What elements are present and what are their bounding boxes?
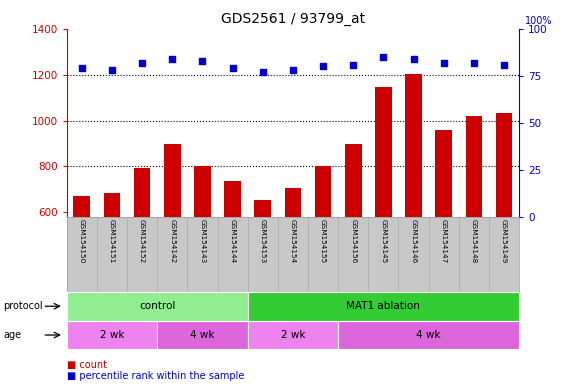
Text: GSM154143: GSM154143 <box>200 219 205 263</box>
Bar <box>375 87 392 217</box>
Point <box>499 61 509 68</box>
Bar <box>285 188 301 217</box>
Text: GSM154147: GSM154147 <box>441 219 447 263</box>
Text: GSM154155: GSM154155 <box>320 219 326 263</box>
Bar <box>248 321 338 349</box>
Point <box>258 69 267 75</box>
Point <box>409 56 418 62</box>
Text: GSM154144: GSM154144 <box>230 219 235 263</box>
Bar <box>134 168 150 217</box>
Point <box>439 60 448 66</box>
Bar <box>255 200 271 217</box>
Text: GSM154153: GSM154153 <box>260 219 266 263</box>
Point <box>198 58 207 64</box>
Text: GSM154150: GSM154150 <box>79 219 85 263</box>
Text: GSM154149: GSM154149 <box>501 219 507 263</box>
Bar <box>164 144 180 217</box>
Bar <box>405 74 422 217</box>
Point <box>349 61 358 68</box>
Bar <box>436 130 452 217</box>
Bar <box>248 292 519 321</box>
Bar <box>338 321 519 349</box>
Text: 4 wk: 4 wk <box>190 330 215 340</box>
Text: GSM154151: GSM154151 <box>109 219 115 263</box>
Text: GSM154152: GSM154152 <box>139 219 145 263</box>
Text: 2 wk: 2 wk <box>281 330 305 340</box>
Text: ■ count: ■ count <box>67 360 107 370</box>
Text: GSM154154: GSM154154 <box>290 219 296 263</box>
Text: control: control <box>139 301 175 311</box>
Point <box>137 60 147 66</box>
Text: protocol: protocol <box>3 301 42 311</box>
Title: GDS2561 / 93799_at: GDS2561 / 93799_at <box>221 12 365 26</box>
Text: GSM154142: GSM154142 <box>169 219 175 263</box>
Bar <box>194 167 211 217</box>
Point <box>168 56 177 62</box>
Text: 4 wk: 4 wk <box>416 330 441 340</box>
Bar <box>104 193 120 217</box>
Bar <box>466 116 482 217</box>
Point <box>288 67 298 73</box>
Bar <box>345 144 361 217</box>
Text: GSM154146: GSM154146 <box>411 219 416 263</box>
Point <box>228 65 237 71</box>
Bar <box>74 196 90 217</box>
Bar <box>67 321 157 349</box>
Point <box>469 60 478 66</box>
Bar <box>67 292 248 321</box>
Point <box>379 54 388 60</box>
Text: ■ percentile rank within the sample: ■ percentile rank within the sample <box>67 371 244 381</box>
Point <box>77 65 86 71</box>
Text: 100%: 100% <box>525 16 552 26</box>
Bar <box>315 167 331 217</box>
Text: 2 wk: 2 wk <box>100 330 124 340</box>
Point <box>107 67 117 73</box>
Text: GSM154148: GSM154148 <box>471 219 477 263</box>
Text: GSM154156: GSM154156 <box>350 219 356 263</box>
Point <box>318 63 328 70</box>
Bar <box>157 321 248 349</box>
Bar <box>496 113 512 217</box>
Text: GSM154145: GSM154145 <box>380 219 386 263</box>
Text: age: age <box>3 330 21 340</box>
Text: MAT1 ablation: MAT1 ablation <box>346 301 420 311</box>
Bar <box>224 181 241 217</box>
